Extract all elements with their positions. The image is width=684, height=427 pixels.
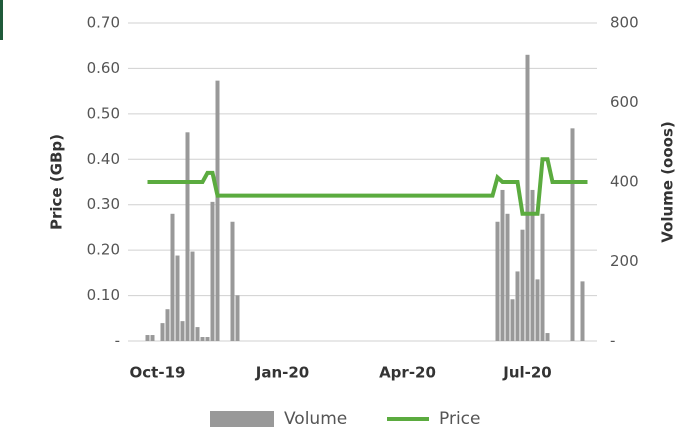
y-tick-label: 0.30 [87, 195, 120, 213]
volume-bar [230, 221, 235, 341]
volume-bar [570, 128, 575, 341]
volume-bar [520, 229, 525, 341]
y2-tick-label: - [610, 332, 615, 350]
legend-label: Price [439, 409, 480, 427]
y2-tick-label: 600 [610, 93, 639, 111]
volume-bar [545, 333, 550, 341]
volume-bar [160, 323, 165, 341]
volume-bar [495, 221, 500, 341]
y-tick-label: - [115, 332, 120, 350]
y-tick-label: 0.70 [87, 14, 120, 32]
volume-bar [175, 255, 180, 341]
y2-axis-label: Volume (ooos) [659, 121, 677, 243]
volume-bar [170, 213, 175, 341]
volume-bar [540, 213, 545, 341]
volume-bar [205, 337, 210, 341]
y-tick-label: 0.60 [87, 59, 120, 77]
y-tick-label: 0.20 [87, 241, 120, 259]
volume-bar [500, 189, 505, 341]
y-tick-label: 0.10 [87, 286, 120, 304]
volume-bar [185, 132, 190, 341]
x-tick-label: Apr-20 [379, 364, 436, 382]
volume-bar [530, 189, 535, 341]
volume-bar [195, 327, 200, 341]
volume-bar [535, 279, 540, 341]
corner-accent [0, 0, 3, 40]
volume-bar [180, 321, 185, 341]
legend-swatch [210, 411, 274, 427]
x-tick-label: Oct-19 [130, 364, 186, 382]
y-axis-label: Price (GBp) [48, 134, 66, 230]
y2-tick-label: 400 [610, 173, 639, 191]
volume-bar [145, 335, 150, 341]
volume-bar [235, 295, 240, 341]
legend-label: Volume [284, 409, 347, 427]
x-tick-label: Jan-20 [255, 364, 309, 382]
y-tick-label: 0.50 [87, 104, 120, 122]
volume-bar [200, 337, 205, 341]
y2-tick-label: 800 [610, 14, 639, 32]
volume-bar [165, 309, 170, 341]
volume-bar [580, 281, 585, 341]
volume-bar [515, 271, 520, 341]
y2-tick-label: 200 [610, 252, 639, 270]
y-tick-label: 0.40 [87, 150, 120, 168]
volume-bar [525, 54, 530, 342]
price-line [147, 157, 588, 216]
volume-bar [510, 299, 515, 341]
volume-bar [215, 80, 220, 341]
volume-bar [505, 213, 510, 341]
volume-bar [190, 251, 195, 341]
volume-bar [210, 201, 215, 341]
volume-bar [150, 335, 155, 341]
x-tick-label: Jul-20 [502, 364, 552, 382]
